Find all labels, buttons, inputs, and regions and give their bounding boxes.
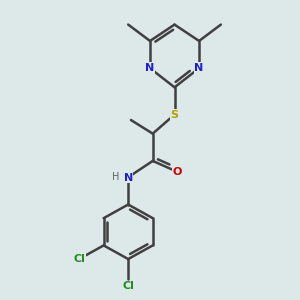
Text: H: H: [112, 172, 120, 182]
Text: N: N: [194, 63, 204, 73]
Text: Cl: Cl: [122, 281, 134, 291]
Text: Cl: Cl: [73, 254, 85, 264]
Text: S: S: [170, 110, 178, 120]
Text: N: N: [146, 63, 154, 73]
Text: O: O: [172, 167, 182, 177]
Text: N: N: [124, 173, 133, 183]
